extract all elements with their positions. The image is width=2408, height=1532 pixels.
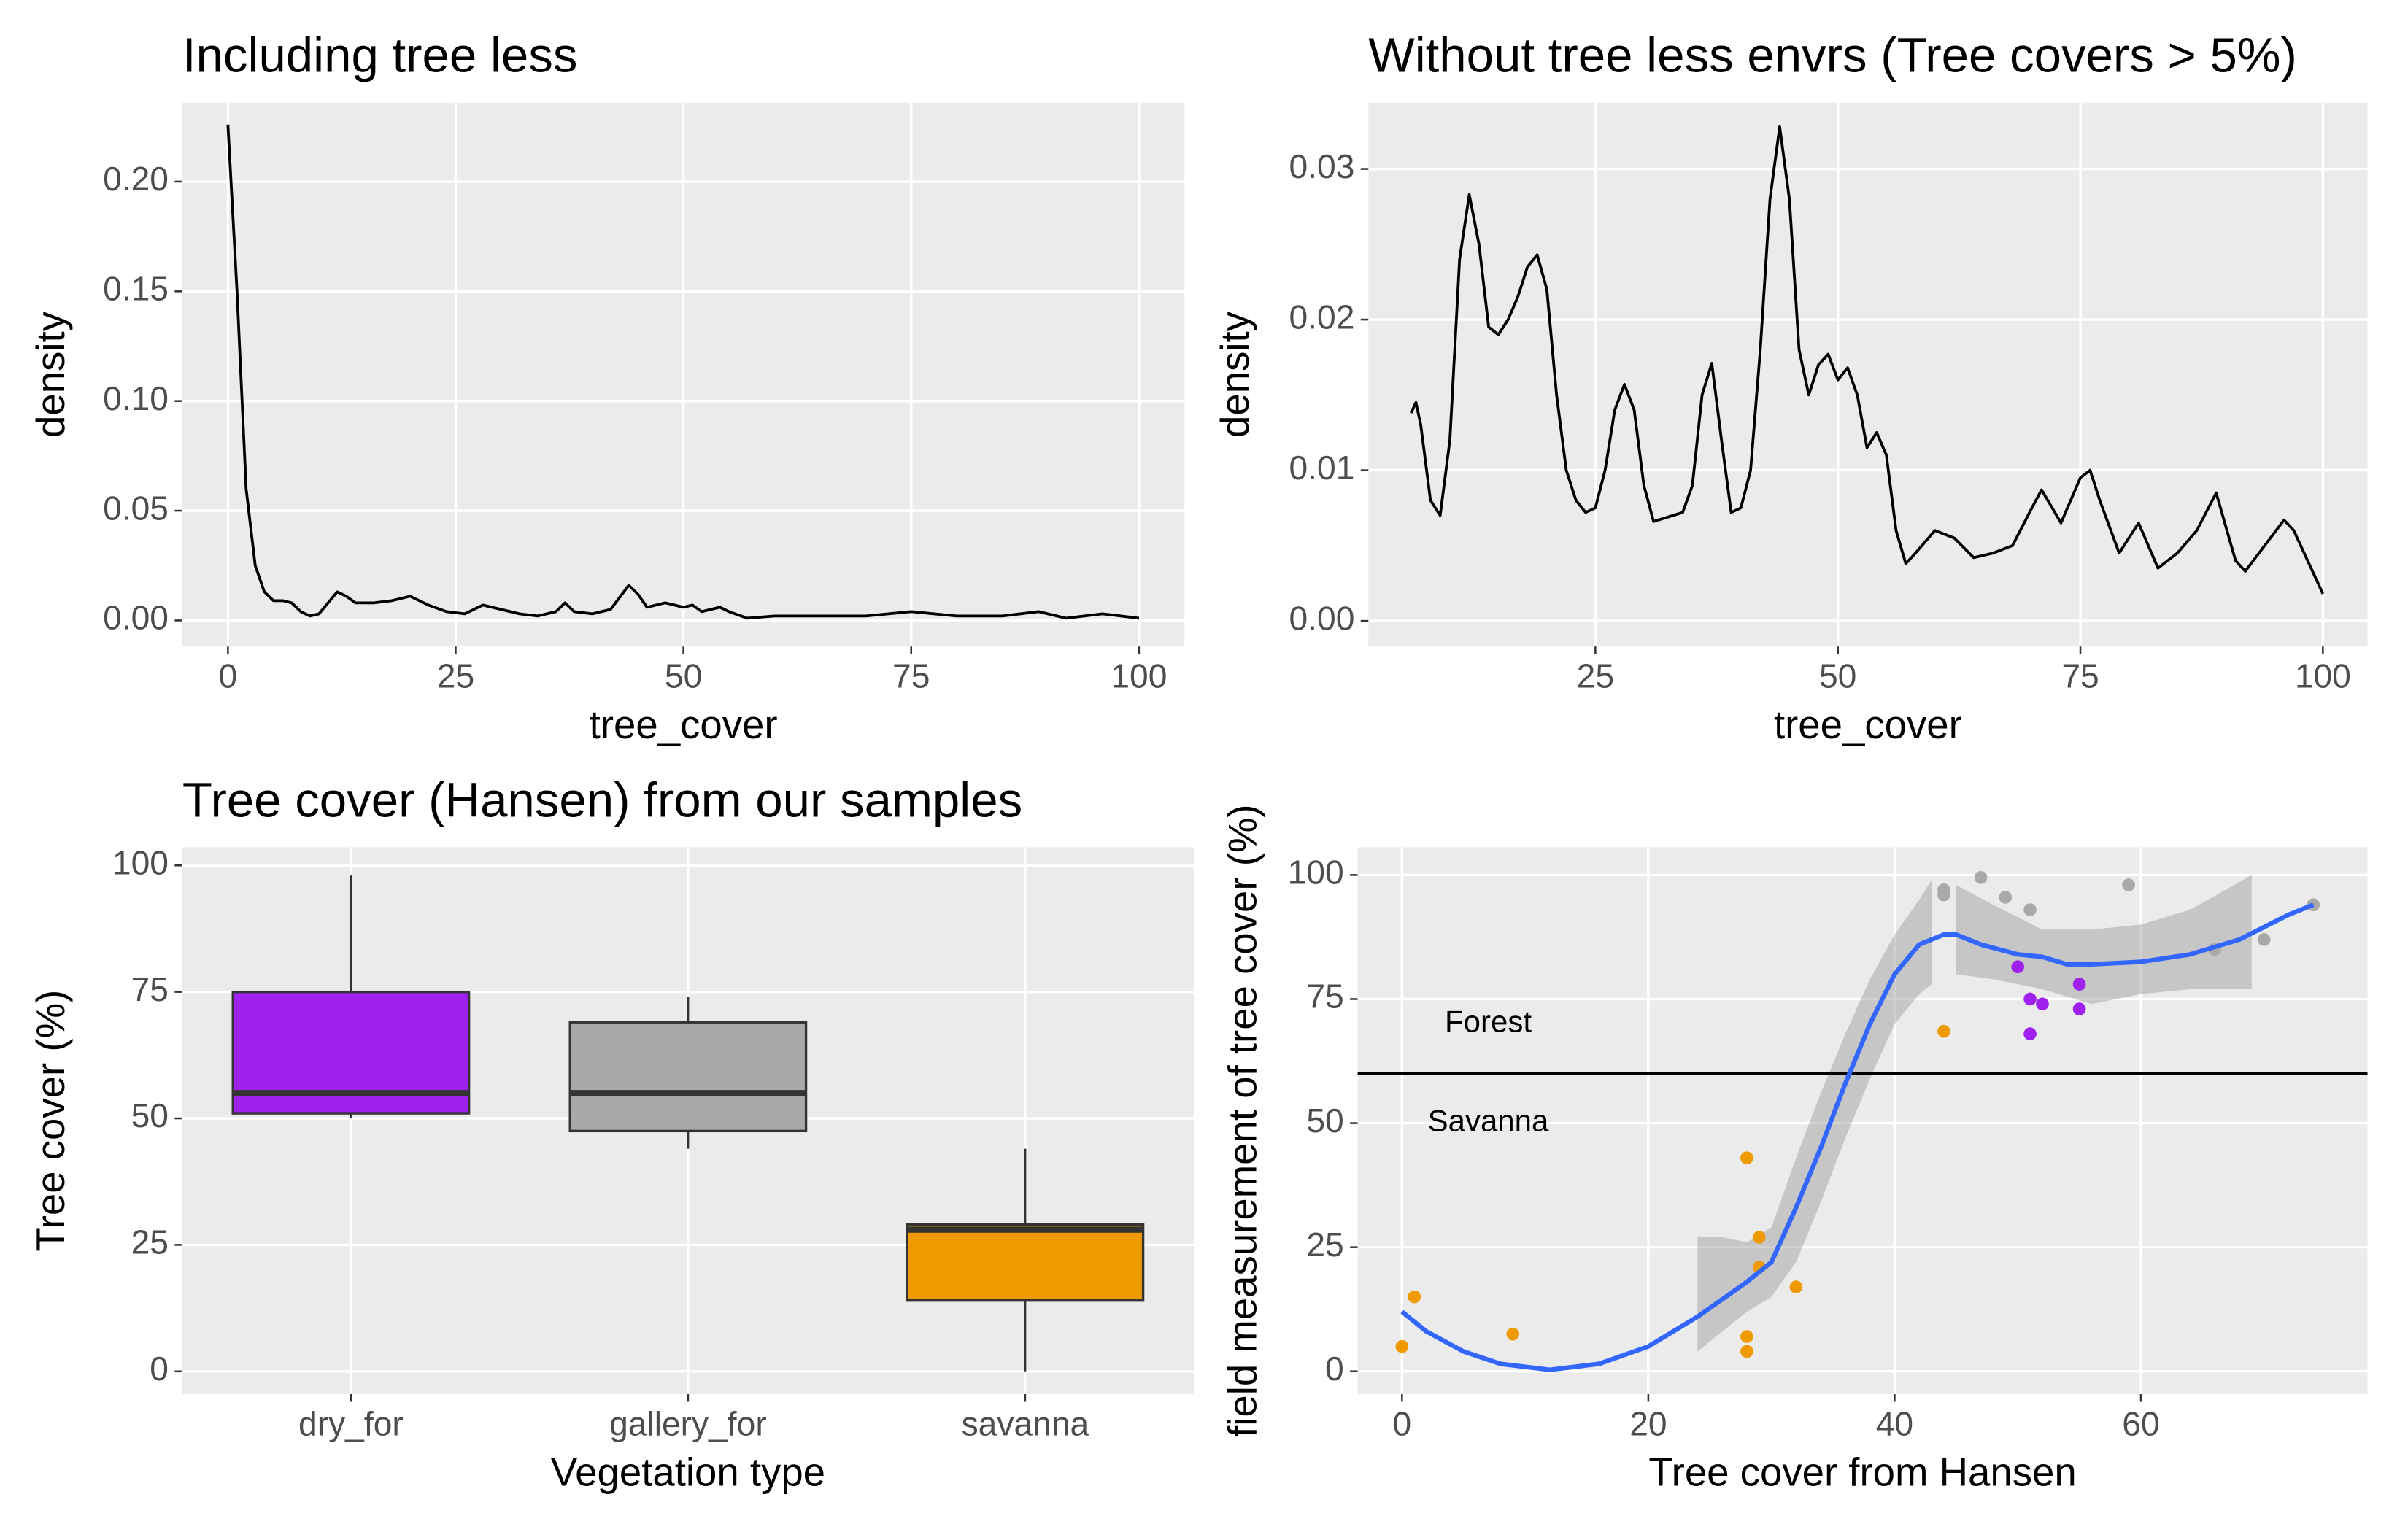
- y-axis-title: Tree cover (%): [28, 990, 73, 1252]
- panel-background: [1368, 102, 2368, 647]
- confidence-band: [1956, 875, 2252, 1005]
- point: [1740, 1345, 1753, 1358]
- point: [1974, 870, 1988, 884]
- y-tick-label: 0.05: [103, 489, 169, 527]
- x-tick-label: 75: [2061, 657, 2099, 695]
- density-line: [226, 124, 1140, 620]
- point: [2072, 1002, 2086, 1015]
- x-tick-label: 40: [1876, 1404, 1913, 1442]
- chart-title: Without tree less envrs (Tree covers > 5…: [1368, 28, 2297, 83]
- x-tick-label: 50: [665, 657, 702, 695]
- point: [2023, 903, 2037, 916]
- y-tick-label: 0.00: [1289, 599, 1354, 637]
- y-tick-label: 0.15: [103, 270, 169, 308]
- chart-title: Tree cover (Hansen) from our samples: [182, 773, 1022, 827]
- y-tick-label: 0.10: [103, 379, 169, 417]
- point: [1752, 1231, 1766, 1244]
- x-tick-label: 20: [1629, 1404, 1667, 1442]
- y-tick-label: 75: [131, 970, 169, 1008]
- point: [1395, 1339, 1409, 1353]
- point: [2011, 960, 2025, 974]
- point: [1506, 1327, 1520, 1341]
- x-tick-label: 75: [892, 657, 930, 695]
- smooth-line: [1400, 902, 2315, 1372]
- x-tick-label: savanna: [962, 1404, 1089, 1442]
- y-tick-label: 0.20: [103, 160, 169, 198]
- x-tick-label: 0: [1393, 1404, 1412, 1442]
- y-tick-label: 25: [131, 1223, 169, 1261]
- x-tick-label: 100: [2295, 657, 2351, 695]
- point: [1999, 891, 2013, 904]
- point: [2122, 878, 2135, 891]
- x-tick-label: 50: [1819, 657, 1856, 695]
- box: [568, 1021, 808, 1133]
- y-axis-title: field measurement of tree cover (%): [1221, 804, 1265, 1437]
- point: [2023, 1027, 2037, 1040]
- y-tick-label: 75: [1306, 978, 1343, 1015]
- y-tick-label: 0.00: [103, 599, 169, 637]
- y-tick-label: 100: [112, 843, 169, 881]
- point: [2257, 933, 2271, 946]
- point: [1740, 1151, 1753, 1164]
- annotation: Savanna: [1428, 1104, 1549, 1138]
- y-tick-label: 25: [1306, 1226, 1343, 1264]
- point: [1789, 1280, 1803, 1293]
- x-tick-label: 25: [1577, 657, 1614, 695]
- y-tick-label: 50: [131, 1096, 169, 1134]
- point: [1740, 1330, 1753, 1343]
- x-axis-title: Tree cover from Hansen: [1648, 1450, 2076, 1495]
- x-axis-title: Vegetation type: [551, 1450, 825, 1495]
- x-axis-title: tree_cover: [1774, 703, 1962, 747]
- y-tick-label: 0.03: [1289, 147, 1354, 185]
- y-axis-title: density: [1213, 311, 1257, 438]
- x-tick-label: 0: [218, 657, 237, 695]
- box: [906, 1223, 1145, 1302]
- density-line: [1410, 125, 2325, 595]
- x-axis-title: tree_cover: [590, 703, 778, 747]
- y-tick-label: 0: [1325, 1350, 1344, 1388]
- y-tick-label: 50: [1306, 1102, 1343, 1140]
- point: [2036, 997, 2049, 1011]
- point: [1937, 1024, 1950, 1038]
- y-tick-label: 100: [1288, 854, 1344, 891]
- point: [2072, 978, 2086, 991]
- y-tick-label: 0: [150, 1350, 169, 1388]
- x-tick-label: dry_for: [298, 1404, 404, 1442]
- confidence-band: [1697, 880, 1932, 1352]
- y-axis-title: density: [28, 311, 73, 438]
- x-tick-label: 25: [437, 657, 474, 695]
- y-tick-label: 0.01: [1289, 449, 1354, 487]
- x-tick-label: 60: [2122, 1404, 2159, 1442]
- point: [1408, 1290, 1421, 1304]
- x-tick-label: 100: [1111, 657, 1167, 695]
- chart-title: Including tree less: [182, 28, 578, 83]
- annotation: Forest: [1445, 1005, 1532, 1039]
- y-tick-label: 0.02: [1289, 298, 1354, 336]
- panel-background: [1357, 847, 2368, 1394]
- point: [1937, 888, 1950, 902]
- x-tick-label: gallery_for: [609, 1404, 767, 1442]
- point: [2023, 992, 2037, 1006]
